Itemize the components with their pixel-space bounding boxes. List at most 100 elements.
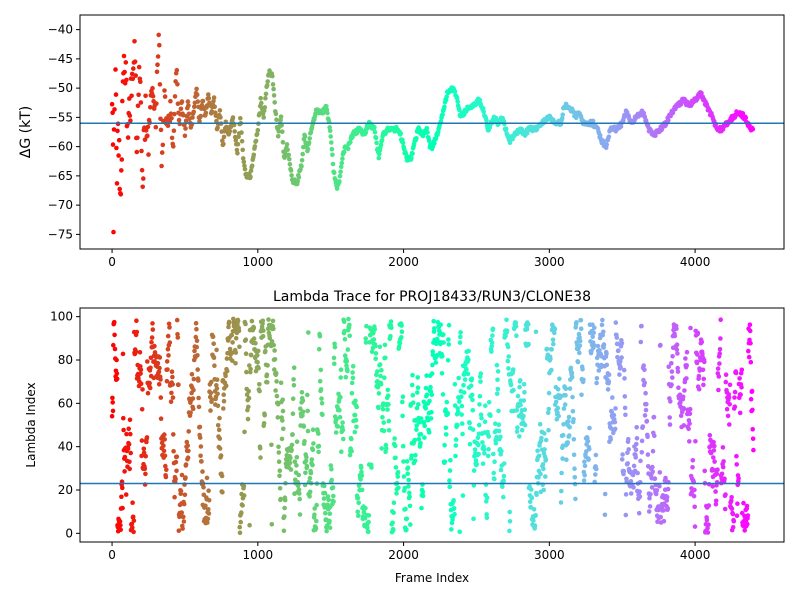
lambda-point	[498, 434, 503, 440]
lambda-point	[507, 528, 512, 534]
lambda-point	[445, 411, 451, 417]
dg-point	[296, 175, 302, 180]
lambda-point	[263, 348, 268, 354]
dg-point	[424, 126, 430, 131]
dg-point	[653, 133, 658, 139]
dg-point	[120, 98, 125, 104]
lambda-point	[702, 468, 707, 474]
lambda-point	[590, 334, 595, 340]
dg-point	[172, 111, 177, 117]
lambda-point	[165, 333, 171, 339]
lambda-point	[643, 390, 648, 396]
lambda-point	[458, 334, 463, 340]
dg-point	[153, 124, 159, 130]
bottom-panel: Lambda Trace for PROJ18433/RUN3/CLONE38 …	[24, 289, 785, 585]
lambda-point	[111, 342, 116, 348]
lambda-point	[327, 511, 333, 516]
lambda-point	[428, 384, 433, 390]
lambda-point	[338, 375, 344, 380]
lambda-point	[499, 448, 504, 454]
lambda-point	[246, 395, 252, 401]
lambda-point	[684, 376, 689, 381]
lambda-point	[342, 328, 347, 334]
dg-point	[178, 106, 184, 112]
dg-point	[235, 141, 241, 147]
lambda-point	[680, 394, 686, 400]
lambda-point	[591, 330, 596, 336]
lambda-point	[655, 519, 660, 525]
lambda-point	[356, 500, 362, 506]
lambda-point	[620, 452, 625, 457]
lambda-point	[465, 371, 471, 377]
dg-point	[410, 151, 415, 156]
lambda-point	[349, 448, 354, 454]
lambda-point	[307, 489, 313, 495]
lambda-point	[531, 518, 536, 523]
dg-point	[400, 140, 406, 146]
lambda-point	[657, 470, 663, 475]
dg-point	[338, 164, 344, 170]
lambda-point	[311, 441, 316, 446]
lambda-point	[269, 522, 275, 527]
lambda-point	[658, 342, 663, 348]
dg-point	[238, 116, 243, 121]
dg-point	[206, 95, 212, 101]
lambda-point	[401, 474, 407, 479]
lambda-point	[275, 402, 281, 407]
lambda-point	[641, 363, 646, 368]
dg-point	[275, 134, 281, 139]
lambda-point	[337, 407, 342, 413]
lambda-point	[498, 467, 504, 473]
lambda-point	[694, 360, 700, 366]
lambda-point	[289, 447, 294, 453]
lambda-point	[490, 333, 495, 338]
lambda-point	[226, 319, 232, 325]
lambda-point	[294, 463, 299, 468]
lambda-point	[457, 399, 462, 404]
dg-point	[114, 145, 119, 151]
lambda-point	[365, 525, 370, 531]
dg-point	[284, 142, 290, 147]
lambda-point	[237, 524, 242, 530]
lambda-point	[194, 326, 199, 332]
lambda-point	[128, 450, 133, 456]
lambda-point	[418, 432, 424, 437]
lambda-point	[229, 350, 235, 356]
lambda-point	[223, 373, 228, 379]
lambda-point	[669, 361, 674, 366]
lambda-point	[290, 396, 296, 402]
lambda-point	[401, 459, 406, 464]
dg-point	[176, 117, 182, 123]
lambda-point	[383, 355, 388, 361]
dg-point	[156, 32, 161, 38]
lambda-point	[126, 426, 131, 432]
dg-point	[206, 92, 211, 97]
lambda-point	[281, 528, 287, 534]
lambda-point	[212, 363, 217, 369]
lambda-point	[402, 485, 408, 491]
dg-point	[124, 77, 129, 83]
dg-point	[109, 101, 115, 107]
lambda-point	[260, 318, 266, 324]
lambda-point	[638, 458, 643, 464]
lambda-point	[596, 368, 602, 373]
lambda-point	[665, 506, 671, 511]
lambda-point	[618, 365, 623, 370]
lambda-point	[415, 390, 420, 395]
dg-point	[425, 130, 430, 135]
lambda-point	[319, 400, 325, 406]
lambda-point	[438, 322, 444, 328]
lambda-point	[423, 406, 429, 411]
lambda-point	[319, 396, 324, 401]
lambda-point	[712, 459, 717, 464]
lambda-point	[749, 388, 755, 394]
lambda-point	[137, 350, 143, 355]
lambda-point	[453, 443, 459, 448]
lambda-point	[170, 395, 176, 400]
lambda-point	[138, 367, 144, 373]
lambda-point	[486, 400, 492, 405]
lambda-point	[282, 497, 288, 503]
dg-point	[271, 93, 277, 98]
x-tick-label: 1000	[243, 255, 274, 269]
lambda-point	[459, 421, 465, 426]
